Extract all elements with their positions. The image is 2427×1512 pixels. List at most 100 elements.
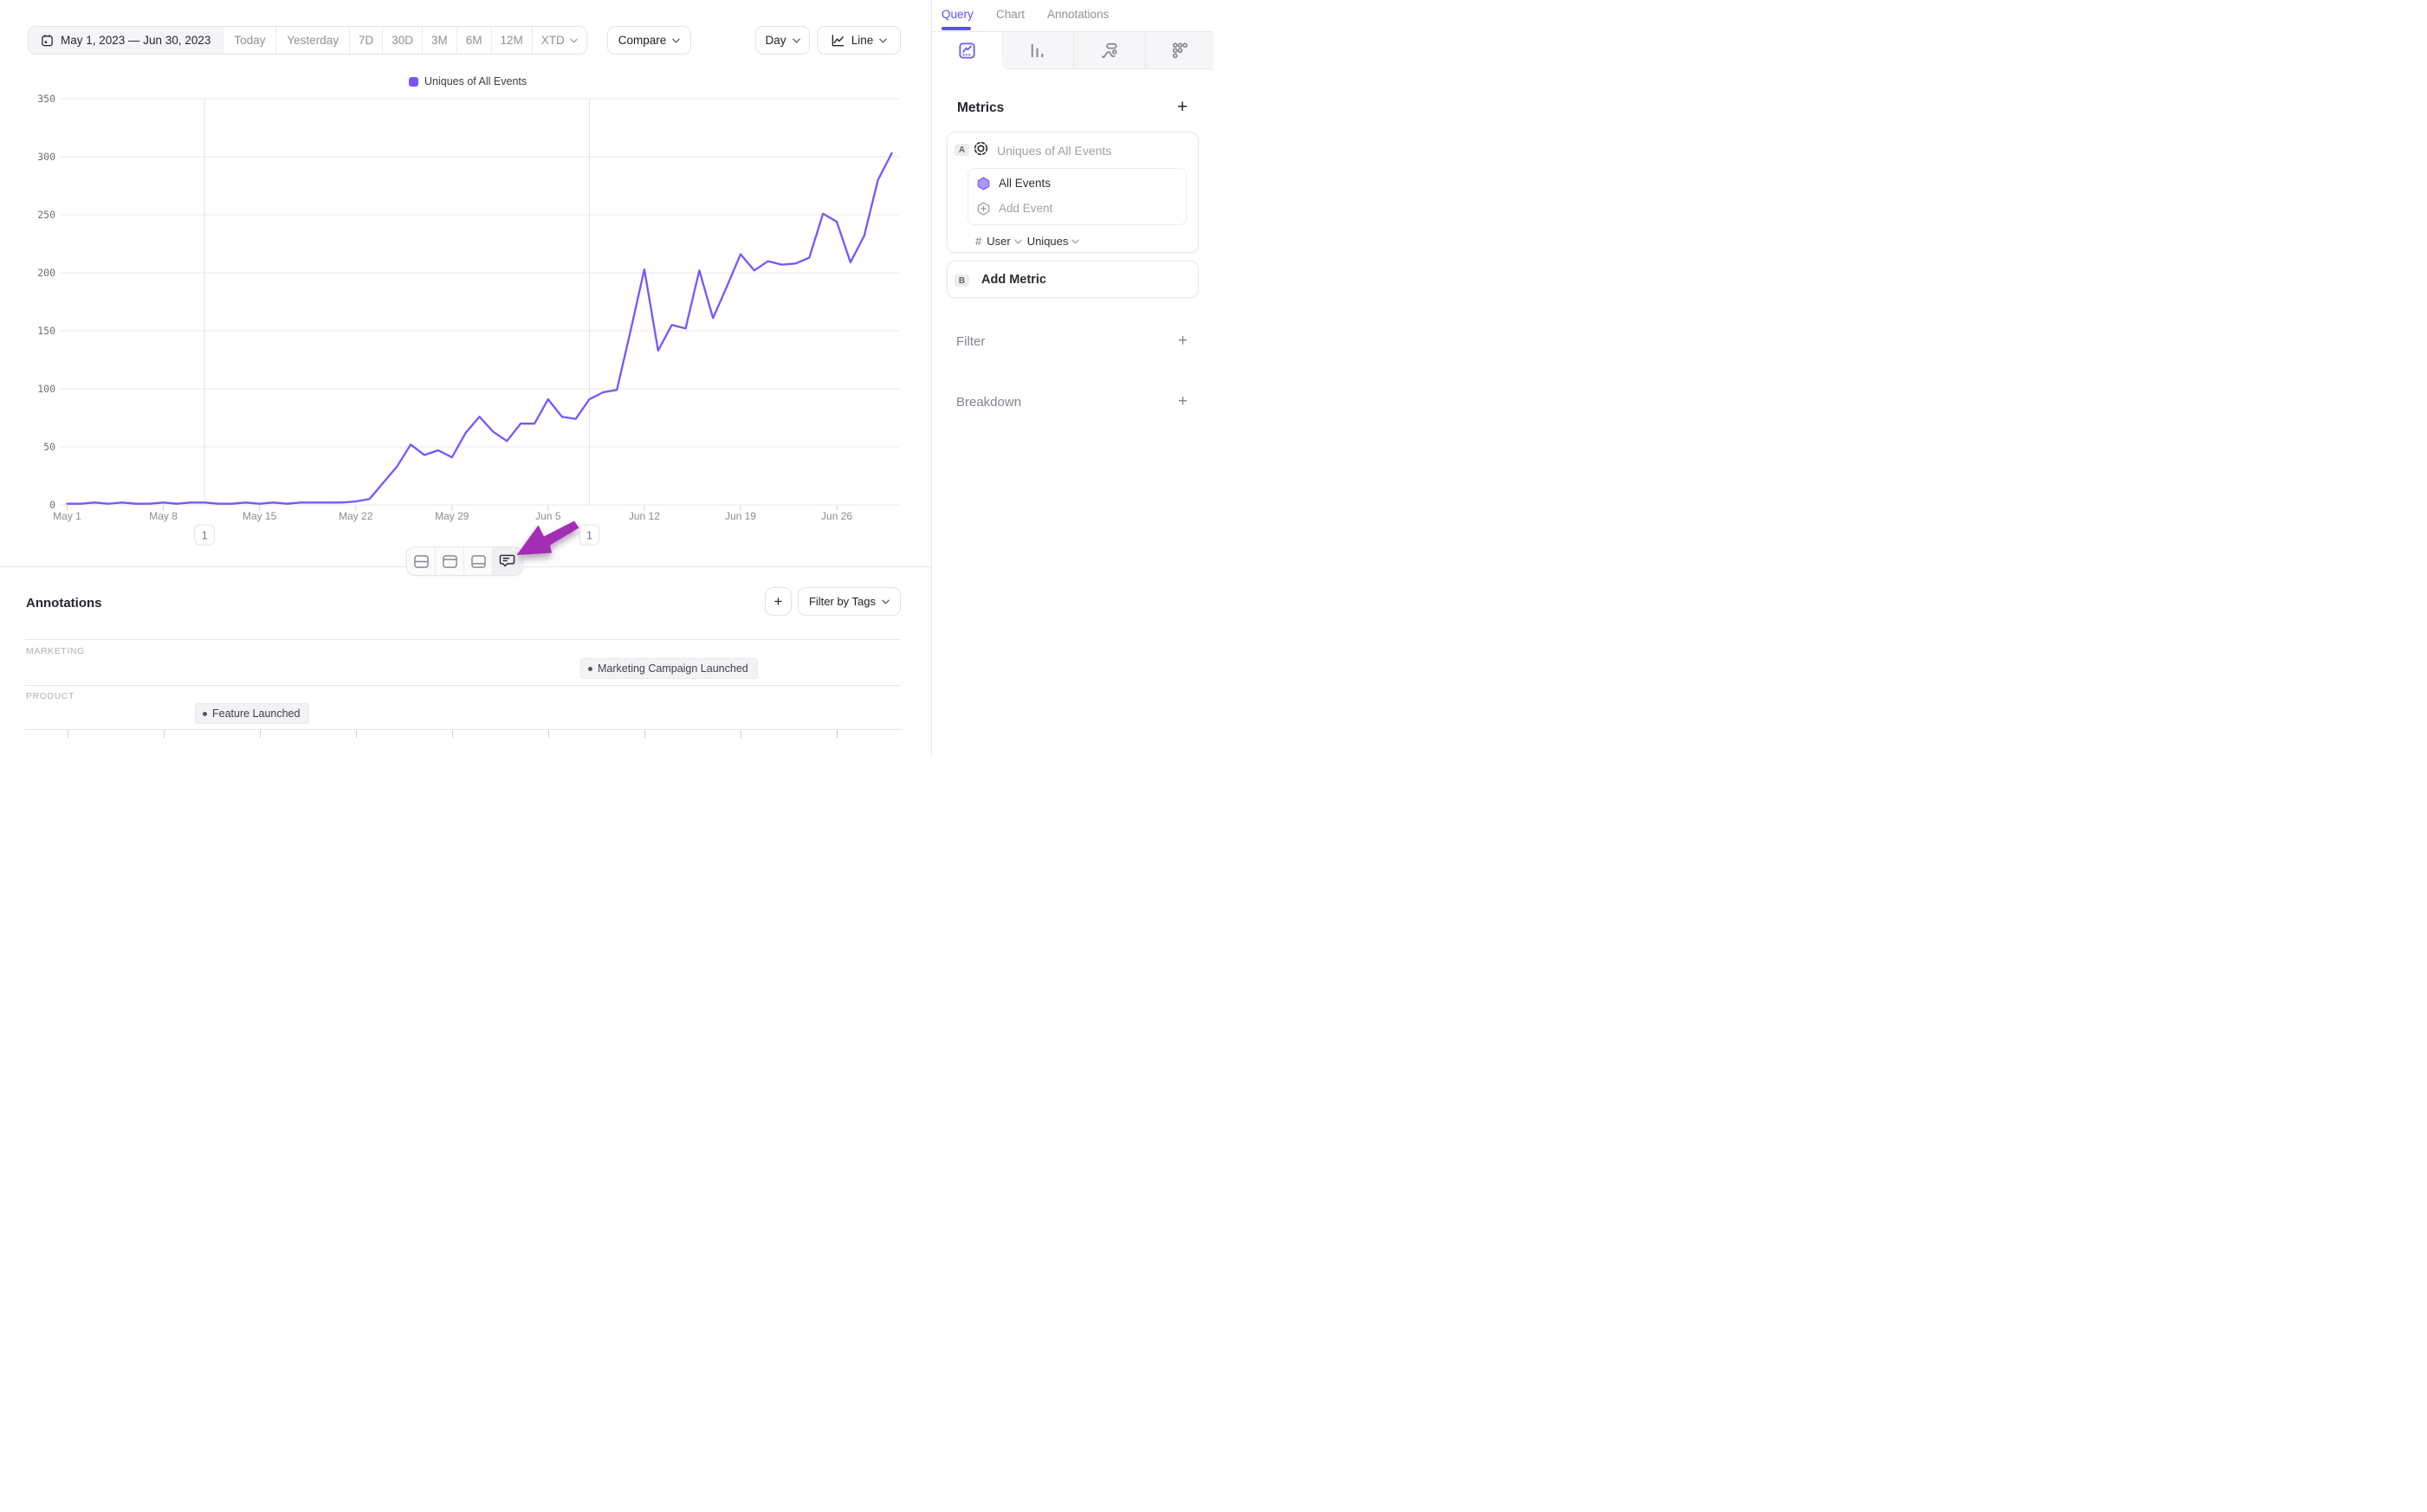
add-filter-button[interactable]: + xyxy=(1178,332,1188,350)
legend-label: Uniques of All Events xyxy=(424,75,527,87)
ruler-tick xyxy=(547,730,549,738)
add-metric-button[interactable]: Add Metric xyxy=(981,273,1046,287)
add-annotation-button[interactable]: + xyxy=(765,587,792,616)
purple-arrow-cursor xyxy=(516,520,579,555)
compare-button[interactable]: Compare xyxy=(607,26,691,55)
y-axis-label: 350 xyxy=(37,93,55,105)
metric-b-badge: B xyxy=(955,275,969,287)
group-divider xyxy=(25,685,901,686)
preset-xtd-dropdown[interactable]: XTD xyxy=(533,27,586,54)
y-axis-label: 150 xyxy=(37,325,55,337)
annotation-chip-product[interactable]: Feature Launched xyxy=(195,703,310,724)
ruler-tick xyxy=(644,730,645,738)
line-chart[interactable]: 0 50 100 150 200 250 300 350 May 1 May 8 May 15 May… xyxy=(0,69,931,547)
x-axis-label: May 29 xyxy=(435,510,469,522)
calendar-icon xyxy=(41,34,54,47)
annotation-group-marketing: MARKETING xyxy=(26,646,85,656)
chart-tab-insights-active[interactable] xyxy=(932,32,1001,69)
granularity-dropdown[interactable]: Day xyxy=(755,26,810,55)
chevron-down-icon xyxy=(672,38,680,43)
annotation-chip-label: Feature Launched xyxy=(212,708,301,720)
chart-tab-retention[interactable] xyxy=(1145,32,1214,69)
tabs-divider xyxy=(932,31,1214,32)
annotation-chip-marketing[interactable]: Marketing Campaign Launched xyxy=(580,658,758,679)
y-axis-label: 100 xyxy=(37,383,55,395)
chart-type-dropdown[interactable]: Line xyxy=(817,26,901,55)
chevron-down-icon xyxy=(792,38,800,43)
preset-12m[interactable]: 12M xyxy=(492,27,533,54)
preset-yesterday[interactable]: Yesterday xyxy=(276,27,350,54)
bottom-panel-layout-button[interactable] xyxy=(464,547,493,575)
add-breakdown-button[interactable]: + xyxy=(1178,392,1188,410)
y-axis-label: 300 xyxy=(37,151,55,163)
y-axis-label: 200 xyxy=(37,267,55,279)
annotation-count-badge[interactable] xyxy=(194,524,216,546)
metric-a-badge: A xyxy=(955,144,969,156)
add-metric-plus-button[interactable]: + xyxy=(1177,97,1188,117)
entity-dropdown[interactable]: User xyxy=(987,235,1022,248)
metric-card-a[interactable]: A Uniques of All Events All Events xyxy=(947,132,1199,253)
method-label: Uniques xyxy=(1026,235,1069,248)
preset-6m[interactable]: 6M xyxy=(457,27,492,54)
chevron-down-icon xyxy=(1071,239,1080,243)
preset-3m[interactable]: 3M xyxy=(423,27,457,54)
plus-icon: + xyxy=(773,592,783,610)
line-chart-icon xyxy=(831,34,845,48)
preset-30d[interactable]: 30D xyxy=(383,27,423,54)
date-range-toolbar: May 1, 2023 — Jun 30, 2023 Today Yesterd… xyxy=(28,26,587,55)
x-axis-label: Jun 19 xyxy=(725,510,756,522)
filter-by-tags-label: Filter by Tags xyxy=(808,595,877,608)
metric-card-b[interactable]: B Add Metric xyxy=(947,261,1199,298)
insights-report-page: May 1, 2023 — Jun 30, 2023 Today Yesterd… xyxy=(0,0,1214,756)
add-event-hexagon-icon xyxy=(976,202,991,220)
preset-7d[interactable]: 7D xyxy=(350,27,384,54)
legend-swatch xyxy=(409,76,418,87)
chevron-down-icon xyxy=(1013,239,1022,243)
aggregation-row: # User Uniques xyxy=(975,235,1080,248)
annotation-dot-icon xyxy=(588,666,592,671)
xtd-label: XTD xyxy=(540,34,565,47)
tab-query[interactable]: Query xyxy=(942,8,974,21)
tab-separator xyxy=(1145,32,1146,69)
chevron-down-icon xyxy=(879,38,887,43)
group-divider xyxy=(25,639,901,640)
split-rows-layout-button[interactable] xyxy=(407,547,436,575)
chart-tab-bar[interactable] xyxy=(1001,32,1073,69)
event-row-all-events[interactable]: All Events xyxy=(999,177,1052,190)
series-line-uniques[interactable] xyxy=(66,152,893,505)
chart-type-label: Line xyxy=(851,34,874,47)
method-dropdown[interactable]: Uniques xyxy=(1027,235,1080,248)
hash-icon: # xyxy=(975,235,982,248)
top-panel-layout-button[interactable] xyxy=(436,547,464,575)
filter-by-tags-button[interactable]: Filter by Tags xyxy=(798,587,901,616)
chart-legend: Uniques of All Events xyxy=(409,75,527,87)
chevron-down-icon xyxy=(570,38,578,43)
annotations-bubble-button[interactable] xyxy=(493,547,521,575)
annotations-title: Annotations xyxy=(26,596,102,611)
y-axis-label: 0 xyxy=(49,499,55,511)
compare-label: Compare xyxy=(618,34,667,47)
x-axis-label: May 15 xyxy=(243,510,277,522)
ruler-tick xyxy=(259,730,261,738)
preset-today[interactable]: Today xyxy=(223,27,277,54)
date-range-button[interactable]: May 1, 2023 — Jun 30, 2023 xyxy=(29,27,224,54)
filter-section-label: Filter xyxy=(956,334,986,349)
annotation-chip-label: Marketing Campaign Launched xyxy=(598,662,748,675)
x-axis-label: May 22 xyxy=(339,510,373,522)
tab-chart[interactable]: Chart xyxy=(996,8,1026,21)
date-range-label: May 1, 2023 — Jun 30, 2023 xyxy=(61,34,211,47)
add-event-button[interactable]: Add Event xyxy=(999,202,1053,215)
annotation-count-badge[interactable] xyxy=(579,524,600,546)
x-axis-label: Jun 5 xyxy=(535,510,561,522)
active-tab-underline xyxy=(942,27,971,30)
ruler-tick xyxy=(451,730,453,738)
y-axis-label: 50 xyxy=(43,441,55,453)
annotations-ruler xyxy=(25,729,901,730)
x-axis-label: May 8 xyxy=(149,510,178,522)
annotation-group-product: PRODUCT xyxy=(26,691,75,701)
query-sidebar: Query Chart Annotations xyxy=(931,0,1214,756)
tab-annotations[interactable]: Annotations xyxy=(1047,8,1110,21)
x-axis-label: May 1 xyxy=(53,510,81,522)
chevron-down-icon xyxy=(882,599,890,604)
chart-tab-flows[interactable] xyxy=(1073,32,1145,69)
